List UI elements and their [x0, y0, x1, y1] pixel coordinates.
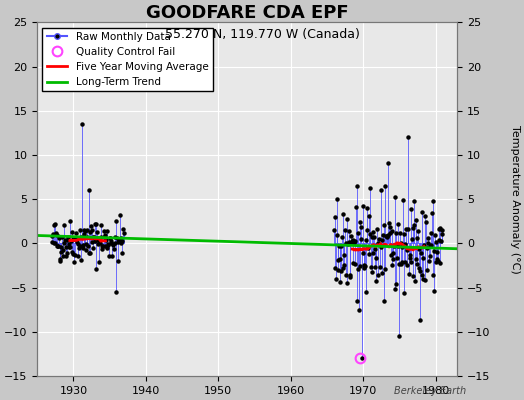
Text: 55.270 N, 119.770 W (Canada): 55.270 N, 119.770 W (Canada): [165, 28, 359, 40]
Y-axis label: Temperature Anomaly (°C): Temperature Anomaly (°C): [510, 125, 520, 274]
Legend: Raw Monthly Data, Quality Control Fail, Five Year Moving Average, Long-Term Tren: Raw Monthly Data, Quality Control Fail, …: [42, 28, 213, 92]
Text: Berkeley Earth: Berkeley Earth: [394, 386, 466, 396]
Title: GOODFARE CDA EPF: GOODFARE CDA EPF: [146, 4, 348, 22]
